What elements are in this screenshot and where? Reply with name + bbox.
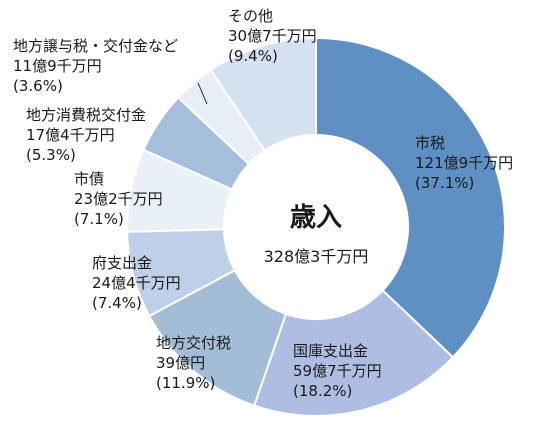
slice-label-amount: 23億2千万円 <box>74 190 163 208</box>
slice-label-2: 国庫支出金 59億7千万円 (18.2%) <box>293 342 382 400</box>
slice-label-amount: 17億4千万円 <box>26 126 115 144</box>
leader-line <box>197 82 208 105</box>
slice-label-name: 市債 <box>74 170 104 188</box>
slice-label-pct: (7.4%) <box>92 294 142 312</box>
slice-label-6: 地方消費税交付金 17億4千万円 (5.3%) <box>26 106 146 164</box>
slice-label-amount: 24億4千万円 <box>92 274 181 292</box>
slice-label-pct: (37.1%) <box>415 174 474 192</box>
slice-label-7: 地方譲与税・交付金など 11億9千万円 (3.6%) <box>13 37 178 95</box>
slice-label-name: 国庫支出金 <box>293 342 368 360</box>
slice-label-amount: 11億9千万円 <box>13 57 102 75</box>
center-total: 328億3千万円 <box>264 247 369 266</box>
slice-label-5: 市債 23億2千万円 (7.1%) <box>74 170 163 228</box>
center-title: 歳入 <box>290 203 342 233</box>
slice-label-amount: 121億9千万円 <box>415 154 513 172</box>
donut-slices <box>126 36 506 417</box>
slice-label-4: 府支出金 24億4千万円 (7.4%) <box>92 254 181 312</box>
slice-label-amount: 59億7千万円 <box>293 362 382 380</box>
slice-label-pct: (7.1%) <box>74 210 124 228</box>
slice-label-pct: (9.4%) <box>228 47 278 65</box>
slice-label-name: 地方消費税交付金 <box>26 106 146 124</box>
slice-label-name: 地方譲与税・交付金など <box>13 37 178 55</box>
slice-8 <box>209 36 317 152</box>
slice-label-1: 市税 121億9千万円 (37.1%) <box>415 134 513 192</box>
slice-label-name: その他 <box>228 7 273 25</box>
slice-label-name: 府支出金 <box>92 254 152 272</box>
slice-label-name: 市税 <box>415 134 445 152</box>
slice-labels: 市税 121億9千万円 (37.1%) 国庫支出金 59億7千万円 (18.2%) 地方交付… <box>13 7 513 400</box>
slice-label-pct: (18.2%) <box>293 382 352 400</box>
slice-2 <box>252 288 455 417</box>
slice-label-pct: (11.9%) <box>156 374 215 392</box>
slice-label-name: 地方交付税 <box>156 334 231 352</box>
slice-label-pct: (3.6%) <box>13 77 63 95</box>
slice-label-3: 地方交付税 39億円 (11.9%) <box>156 334 231 392</box>
slice-1 <box>315 36 506 359</box>
slice-label-pct: (5.3%) <box>26 146 76 164</box>
slice-label-amount: 39億円 <box>156 354 205 372</box>
slice-label-amount: 30億7千万円 <box>228 27 317 45</box>
slice-label-8: その他 30億7千万円 (9.4%) <box>228 7 317 65</box>
